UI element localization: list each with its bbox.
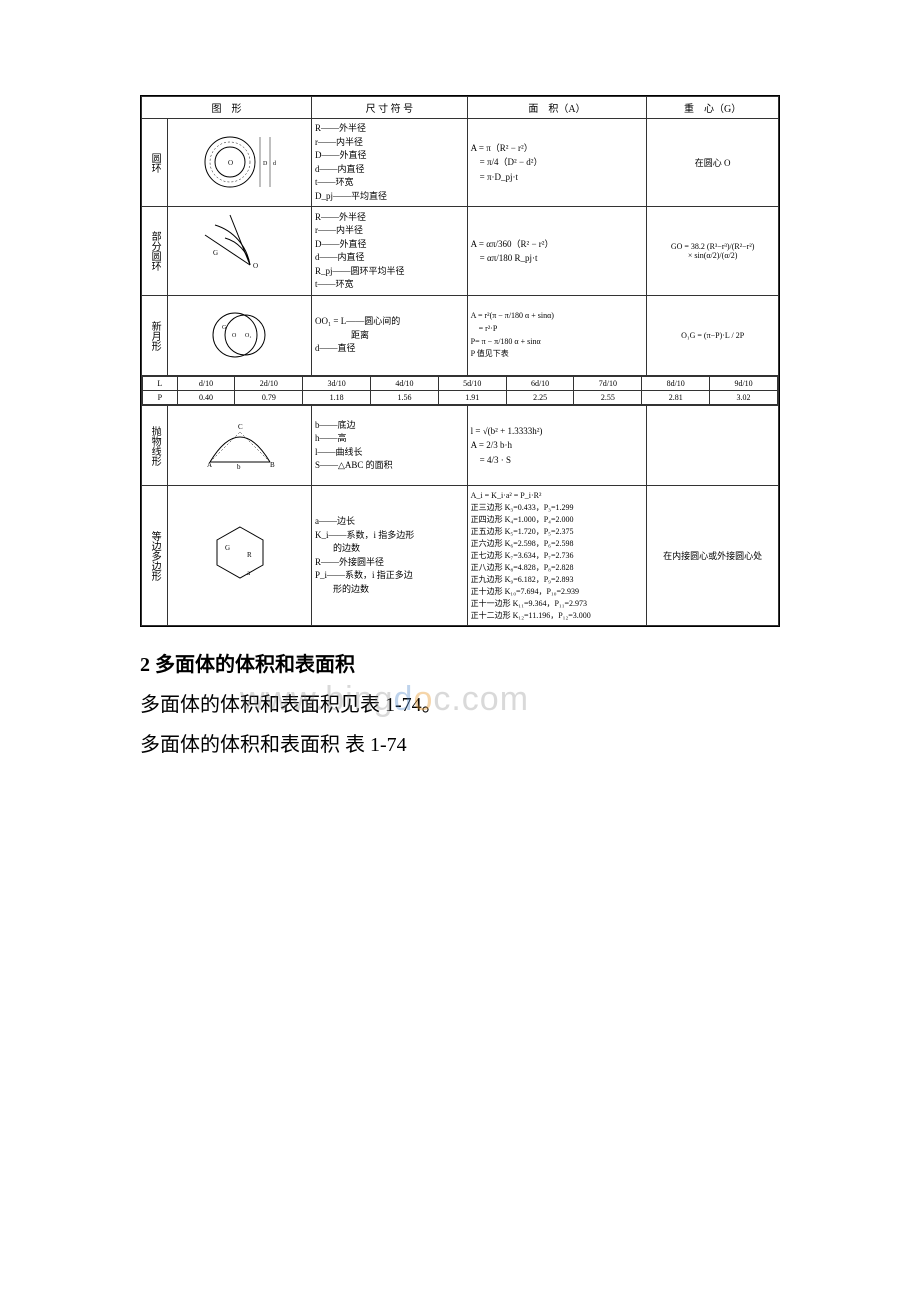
mt-L-7: 7d/10: [574, 377, 642, 391]
mt-P-1: 0.40: [177, 391, 235, 405]
mt-L-8: 8d/10: [642, 377, 710, 391]
mt-P-4: 1.56: [371, 391, 439, 405]
body-line-2: 多面体的体积和表面积 表 1-74: [140, 725, 780, 765]
svg-text:O: O: [253, 262, 258, 270]
svg-text:d: d: [273, 161, 276, 167]
label-parabola: 抛物线形: [142, 406, 168, 486]
mt-P-7: 2.55: [574, 391, 642, 405]
area-partial: A = απ/360（R² − r²） = απ/180 R_pj·t: [467, 207, 647, 296]
row-partial-annulus: 部分圆环 O G R——外半径 r——内半径 D——外直径 d——内直径 R_p…: [142, 207, 779, 296]
label-partial: 部分圆环: [142, 207, 168, 296]
mt-P-8: 2.81: [642, 391, 710, 405]
svg-text:G: G: [225, 544, 230, 552]
svg-text:B: B: [270, 461, 275, 469]
diagram-partial: O G: [168, 207, 312, 296]
svg-text:D: D: [263, 161, 268, 167]
area-crescent: A = r²(π − π/180 α + sinα) = r²·P P= π −…: [467, 296, 647, 376]
mt-L-0: L: [143, 377, 178, 391]
svg-text:G: G: [213, 249, 218, 257]
geometry-table: 图 形 尺 寸 符 号 面 积（A） 重 心（G） 圆环 O D: [140, 95, 780, 627]
area-parabola: l = √(b² + 1.3333h²) A = 2/3 b·h = 4/3 ·…: [467, 406, 647, 486]
svg-text:b: b: [237, 463, 241, 471]
mt-P-3: 1.18: [303, 391, 371, 405]
row-annulus: 圆环 O D d R——外半径 r——内半径 D——外直径 d——内直径 t——…: [142, 119, 779, 207]
label-polygon: 等边多边形: [142, 486, 168, 626]
hdr-shape: 图 形: [142, 97, 312, 119]
mt-P-9: 3.02: [710, 391, 778, 405]
body-text: 2 多面体的体积和表面积 多面体的体积和表面积见表 1-74。 多面体的体积和表…: [140, 645, 780, 765]
svg-text:R: R: [247, 551, 252, 559]
area-polygon: A_i = K_i·a² = P_i·R² 正三边形 K₃=0.433，P₃=1…: [467, 486, 647, 626]
svg-text:C: C: [238, 423, 243, 431]
svg-text:O: O: [232, 333, 237, 339]
cg-polygon: 在内接圆心或外接圆心处: [647, 486, 779, 626]
area-annulus: A = π（R² − r²） = π/4（D² − d²） = π·D_pj·t: [467, 119, 647, 207]
row-parabola: 抛物线形 A C B b b——底边 h——高 l——曲线长 S——△ABC 的…: [142, 406, 779, 486]
sym-polygon: a——边长 K_i——系数，i 指多边形 的边数 R——外接圆半径 P_i——系…: [312, 486, 468, 626]
svg-text:A: A: [207, 461, 212, 469]
label-crescent: 新月形: [142, 296, 168, 376]
sym-partial: R——外半径 r——内半径 D——外直径 d——内直径 R_pj——圆环平均半径…: [312, 207, 468, 296]
diagram-parabola: A C B b: [168, 406, 312, 486]
hdr-area: 面 积（A）: [467, 97, 647, 119]
mt-P-0: P: [143, 391, 178, 405]
mt-L-4: 4d/10: [371, 377, 439, 391]
svg-text:G: G: [222, 325, 227, 331]
hdr-centroid: 重 心（G）: [647, 97, 779, 119]
row-crescent: 新月形 O O₁ G OO₁ = L——圆心间的 距离 d——直径 A = r²…: [142, 296, 779, 376]
sym-annulus: R——外半径 r——内半径 D——外直径 d——内直径 t——环宽 D_pj——…: [312, 119, 468, 207]
mt-P-2: 0.79: [235, 391, 303, 405]
minitable-L: L d/10 2d/10 3d/10 4d/10 5d/10 6d/10 7d/…: [142, 376, 779, 406]
page-content: 图 形 尺 寸 符 号 面 积（A） 重 心（G） 圆环 O D: [140, 95, 780, 765]
mt-L-5: 5d/10: [438, 377, 506, 391]
svg-text:O₁: O₁: [245, 333, 251, 339]
mt-L-6: 6d/10: [506, 377, 574, 391]
body-line-1: 多面体的体积和表面积见表 1-74。: [140, 685, 780, 725]
mt-L-1: d/10: [177, 377, 235, 391]
mt-L-2: 2d/10: [235, 377, 303, 391]
section-heading: 2 多面体的体积和表面积: [140, 645, 780, 685]
cg-crescent: O₁G = (π−P)·L / 2P: [647, 296, 779, 376]
sym-parabola: b——底边 h——高 l——曲线长 S——△ABC 的面积: [312, 406, 468, 486]
cg-partial: GO = 38.2 (R³−r³)/(R²−r²) × sin(α/2)/(α/…: [647, 207, 779, 296]
sym-crescent: OO₁ = L——圆心间的 距离 d——直径: [312, 296, 468, 376]
label-annulus: 圆环: [142, 119, 168, 207]
diagram-crescent: O O₁ G: [168, 296, 312, 376]
header-row: 图 形 尺 寸 符 号 面 积（A） 重 心（G）: [142, 97, 779, 119]
row-polygon: 等边多边形 G a R a——边长 K_i——系数，i 指多边形 的边数 R——…: [142, 486, 779, 626]
mt-L-3: 3d/10: [303, 377, 371, 391]
svg-text:O: O: [228, 159, 233, 167]
cg-parabola: [647, 406, 779, 486]
mt-P-6: 2.25: [506, 391, 574, 405]
cg-annulus: 在圆心 O: [647, 119, 779, 207]
svg-text:a: a: [247, 569, 251, 577]
diagram-polygon: G a R: [168, 486, 312, 626]
hdr-symbols: 尺 寸 符 号: [312, 97, 468, 119]
mt-P-5: 1.91: [438, 391, 506, 405]
diagram-annulus: O D d: [168, 119, 312, 207]
mt-L-9: 9d/10: [710, 377, 778, 391]
